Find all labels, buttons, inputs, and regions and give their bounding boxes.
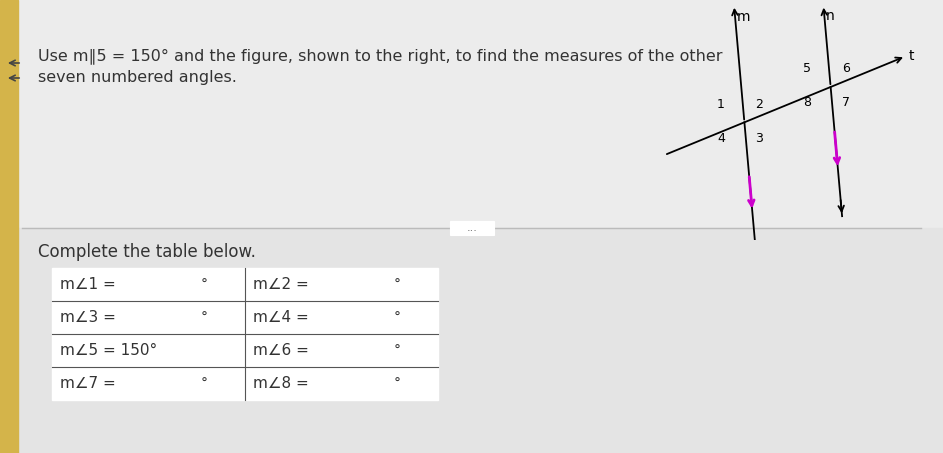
Text: m∠3 =: m∠3 =	[60, 310, 116, 325]
Text: 5: 5	[803, 62, 811, 75]
Text: °: °	[394, 310, 401, 324]
Text: 3: 3	[755, 132, 764, 145]
Text: m∠2 =: m∠2 =	[253, 277, 308, 292]
Text: °: °	[201, 310, 208, 324]
Bar	[174, 376, 198, 391]
Bar	[0, 0, 943, 228]
Bar	[0, 228, 943, 453]
Text: 7: 7	[842, 96, 850, 109]
Bar	[174, 276, 198, 293]
Bar	[367, 376, 391, 391]
Text: m∠5 = 150°: m∠5 = 150°	[60, 343, 157, 358]
Bar	[52, 268, 438, 400]
Text: n: n	[826, 10, 835, 24]
Text: Use m∥5 = 150° and the figure, shown to the right, to find the measures of the o: Use m∥5 = 150° and the figure, shown to …	[38, 48, 722, 64]
Text: m∠8 =: m∠8 =	[253, 376, 308, 391]
Text: 8: 8	[803, 96, 811, 109]
Bar	[174, 309, 198, 326]
Text: ...: ...	[467, 223, 477, 233]
Text: 2: 2	[755, 97, 764, 111]
Bar	[367, 342, 391, 358]
Text: °: °	[201, 278, 208, 291]
Text: m∠7 =: m∠7 =	[60, 376, 116, 391]
Text: m: m	[736, 10, 751, 24]
Text: 6: 6	[842, 62, 850, 75]
Text: m∠1 =: m∠1 =	[60, 277, 116, 292]
Text: m∠4 =: m∠4 =	[253, 310, 308, 325]
Bar	[0, 0, 18, 453]
Text: t: t	[908, 49, 914, 63]
Bar	[367, 309, 391, 326]
Text: 4: 4	[717, 132, 725, 145]
Text: °: °	[394, 343, 401, 357]
Text: °: °	[394, 278, 401, 291]
Text: Complete the table below.: Complete the table below.	[38, 243, 256, 261]
Text: m∠6 =: m∠6 =	[253, 343, 309, 358]
Text: seven numbered angles.: seven numbered angles.	[38, 70, 237, 85]
Text: °: °	[201, 376, 208, 390]
Bar	[450, 221, 494, 235]
Text: 1: 1	[717, 97, 725, 111]
Text: °: °	[394, 376, 401, 390]
Bar	[367, 276, 391, 293]
